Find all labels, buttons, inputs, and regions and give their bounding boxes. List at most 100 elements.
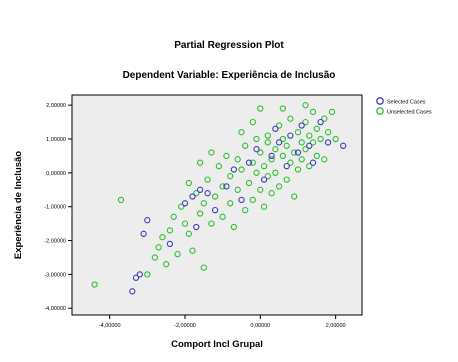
data-point-unselected	[245, 179, 253, 187]
data-point-unselected	[166, 227, 174, 234]
data-point-unselected	[291, 149, 298, 156]
data-point-unselected	[294, 129, 302, 136]
x-axis-label: Comport Incl Grupal	[171, 339, 263, 350]
data-point-unselected	[321, 115, 328, 122]
data-point-unselected	[223, 152, 230, 160]
data-point-unselected	[238, 129, 245, 136]
data-point-unselected	[287, 115, 294, 122]
data-point-unselected	[219, 183, 226, 190]
data-point-unselected	[260, 203, 268, 210]
y-axis-label: Experiência de Inclusão	[13, 151, 24, 259]
data-point-selected	[294, 149, 302, 156]
legend: Selected Cases Unselected Cases	[376, 97, 432, 116]
data-point-selected	[245, 159, 253, 166]
data-point-unselected	[279, 152, 287, 160]
data-point-unselected	[272, 169, 279, 176]
data-point-unselected	[298, 139, 305, 146]
data-point-unselected	[159, 234, 166, 241]
data-point-unselected	[234, 186, 241, 193]
data-point-selected	[268, 152, 275, 160]
data-point-selected	[132, 274, 140, 281]
data-point-unselected	[279, 135, 287, 143]
data-point-unselected	[230, 223, 238, 231]
data-point-unselected	[313, 152, 320, 160]
data-point-unselected	[257, 186, 264, 193]
data-point-unselected	[332, 135, 339, 143]
data-point-unselected	[193, 190, 200, 197]
y-tick-label: 0,00000	[46, 171, 66, 177]
data-point-selected	[298, 122, 305, 129]
data-point-selected	[144, 217, 151, 224]
data-point-unselected	[264, 173, 271, 180]
data-point-unselected	[155, 244, 162, 251]
data-point-selected	[129, 288, 136, 295]
data-point-unselected	[234, 156, 241, 163]
data-point-unselected	[313, 125, 320, 132]
data-point-selected	[260, 176, 268, 183]
plot-area	[71, 94, 363, 316]
data-point-unselected	[242, 142, 249, 149]
data-point-unselected	[208, 149, 215, 156]
data-point-selected	[283, 162, 290, 170]
data-point-selected	[287, 132, 294, 139]
data-point-selected	[306, 142, 313, 149]
data-point-selected	[193, 223, 200, 231]
data-point-unselected	[306, 162, 313, 170]
legend-label-selected: Selected Cases	[387, 100, 426, 106]
data-point-selected	[324, 139, 332, 146]
data-point-unselected	[302, 146, 309, 153]
data-point-unselected	[257, 105, 264, 112]
y-tick-label: -3,00000	[44, 272, 66, 278]
data-point-selected	[238, 196, 245, 204]
data-point-unselected	[219, 213, 226, 220]
chart-subtitle: Dependent Variable: Experiência de Inclu…	[123, 70, 336, 81]
legend-marker-selected	[376, 97, 384, 105]
data-point-unselected	[260, 162, 268, 170]
data-point-unselected	[298, 156, 305, 163]
data-point-unselected	[272, 146, 279, 153]
data-point-unselected	[324, 129, 332, 136]
x-tick-label: -2,00000	[174, 323, 196, 329]
data-point-unselected	[174, 250, 181, 258]
data-point-unselected	[283, 142, 290, 149]
data-point-unselected	[302, 118, 309, 126]
legend-marker-unselected	[376, 107, 384, 115]
data-point-unselected	[306, 132, 313, 139]
data-point-unselected	[321, 156, 328, 163]
x-axis: -4,00000 -2,00000 0,00000 2,00000	[99, 315, 346, 329]
data-point-unselected	[185, 230, 192, 237]
data-point-unselected	[163, 261, 170, 268]
data-point-unselected	[208, 220, 215, 227]
data-point-selected	[230, 166, 238, 173]
data-point-unselected	[196, 159, 204, 166]
data-point-unselected	[309, 108, 317, 116]
data-point-selected	[253, 146, 260, 153]
data-point-unselected	[181, 220, 189, 227]
data-point-selected	[272, 125, 279, 132]
data-point-unselected	[170, 213, 177, 220]
data-point-unselected	[268, 156, 275, 163]
data-point-unselected	[227, 173, 234, 180]
data-point-unselected	[309, 139, 317, 146]
data-point-unselected	[189, 247, 196, 254]
data-point-selected	[317, 118, 324, 126]
y-tick-label: -4,00000	[44, 306, 66, 312]
data-point-unselected	[283, 176, 290, 183]
data-point-unselected	[257, 149, 264, 156]
data-point-unselected	[249, 196, 256, 204]
data-point-unselected	[144, 271, 151, 278]
x-tick-label: -4,00000	[99, 323, 121, 329]
data-point-selected	[204, 190, 211, 197]
data-point-unselected	[200, 264, 207, 271]
data-point-unselected	[264, 132, 271, 139]
data-point-unselected	[117, 196, 125, 204]
data-point-selected	[223, 183, 230, 190]
data-point-unselected	[211, 193, 219, 200]
y-tick-label: -1,00000	[44, 205, 66, 211]
data-point-selected	[136, 271, 143, 278]
data-point-unselected	[204, 176, 211, 183]
data-point-unselected	[253, 135, 260, 143]
data-point-unselected	[294, 166, 302, 173]
data-point-unselected	[275, 183, 283, 190]
